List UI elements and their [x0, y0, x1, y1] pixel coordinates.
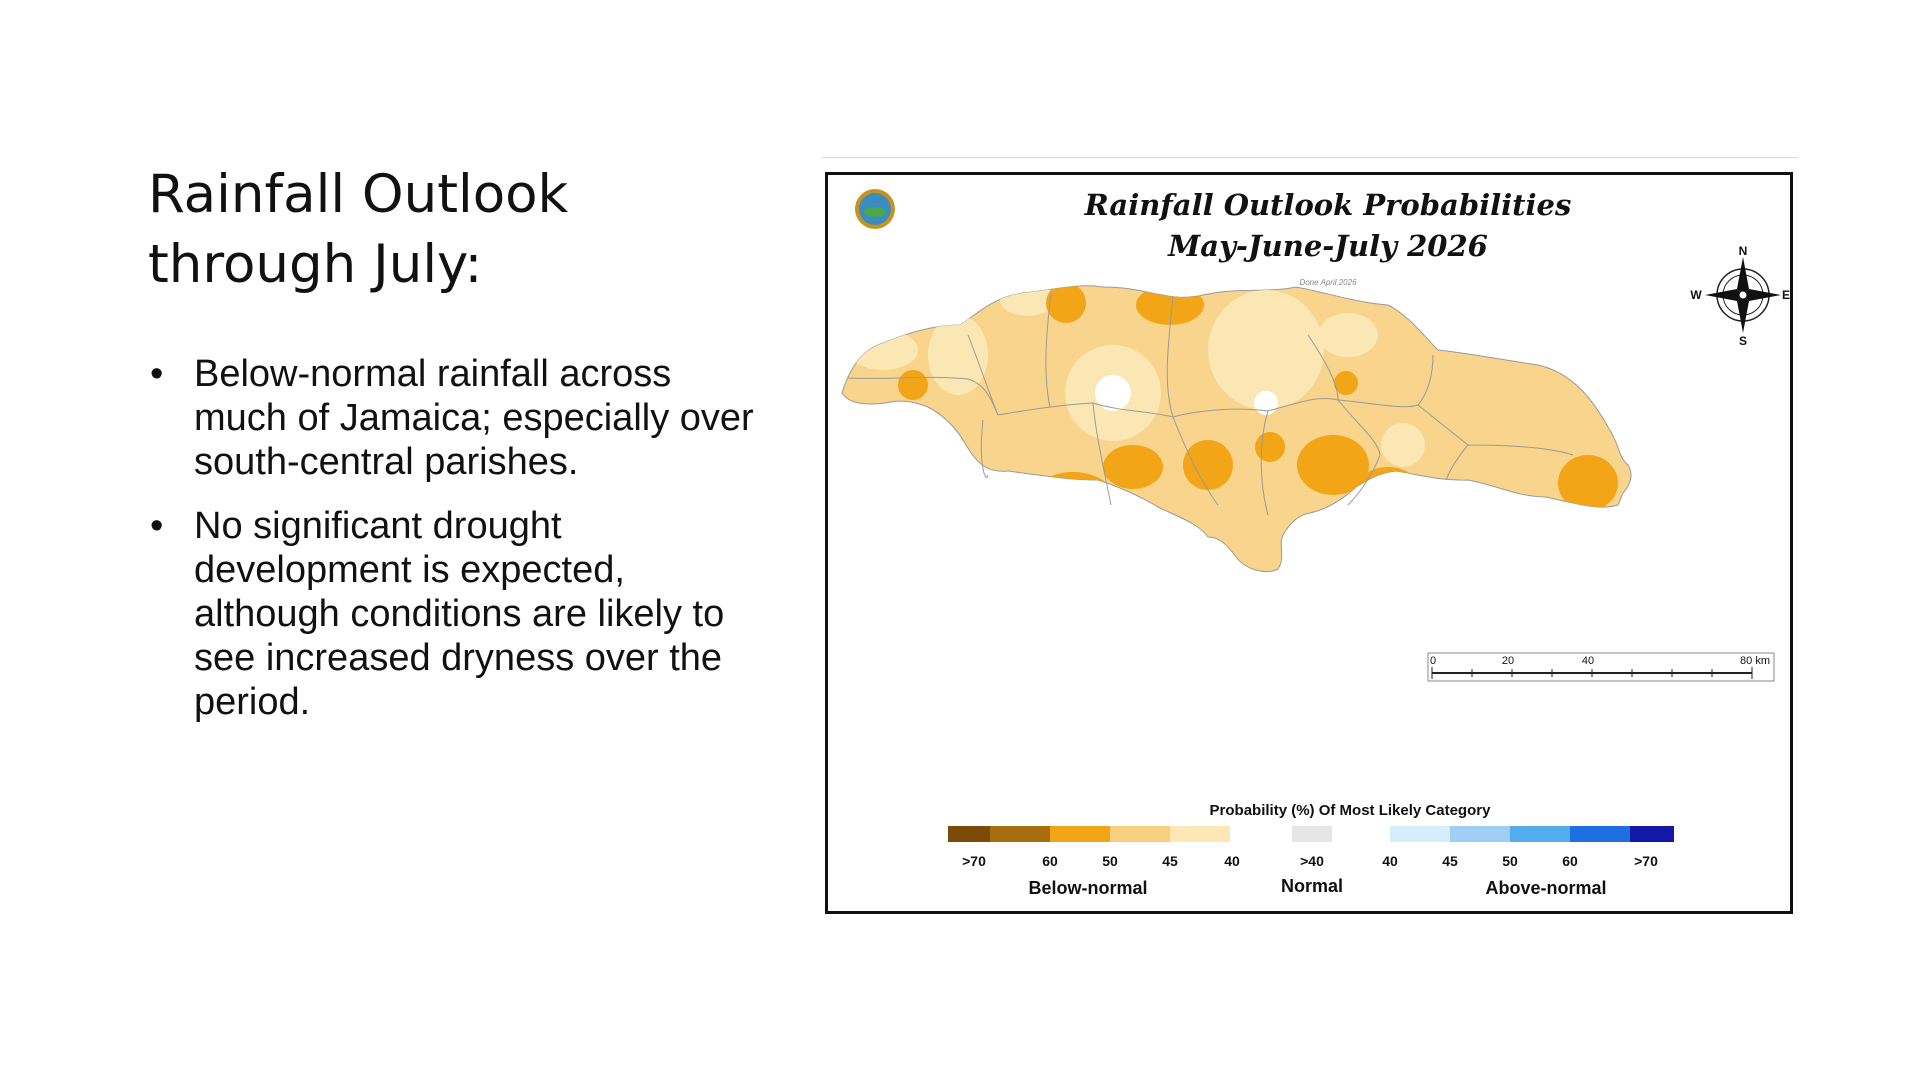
legend-tick-above-0: 40	[1382, 853, 1398, 869]
zone-normal-north-central	[1254, 391, 1278, 415]
legend-swatch-below-0	[948, 826, 990, 842]
slide-title-line-2: through July:	[148, 234, 483, 295]
zone-40-northwest	[848, 330, 918, 370]
legend-title: Probability (%) Of Most Likely Category	[1210, 802, 1492, 819]
bullet-text: Below-normal rainfall across much of Jam…	[194, 353, 754, 483]
compass-w-label: W	[1690, 288, 1702, 302]
legend-swatch-normal	[1292, 826, 1332, 842]
zone-50-south-central-1	[1103, 445, 1163, 489]
bullet-item: • No significant drought development is …	[148, 504, 758, 724]
map-title-line-2: May-June-July 2026	[1167, 229, 1488, 263]
zone-50-east-tip	[1558, 455, 1618, 511]
legend-swatch-below-1	[990, 826, 1050, 842]
scale-label-0: 0	[1430, 655, 1436, 667]
divider-line	[822, 157, 1798, 158]
zone-50-southeast-1	[1297, 435, 1369, 495]
slide-title-line-1: Rainfall Outlook	[148, 164, 569, 225]
legend-tick-above-4: >70	[1634, 853, 1658, 869]
legend-tick-above-1: 45	[1442, 853, 1458, 869]
slide-title: Rainfall Outlook through July:	[148, 160, 748, 300]
map-canvas: Rainfall Outlook Probabilities May-June-…	[841, 188, 1790, 898]
legend-ticks: >70 60 50 45 40 >40 40 45 50 60 >70	[962, 853, 1658, 869]
zone-50-west	[898, 370, 928, 400]
bullet-marker: •	[150, 353, 164, 395]
legend-swatch-above-1	[1450, 826, 1510, 842]
bullet-text: No significant drought development is ex…	[194, 505, 725, 723]
legend-tick-below-3: 45	[1162, 853, 1178, 869]
legend-swatch-above-0	[1390, 826, 1450, 842]
map-note: Done April 2026	[1299, 278, 1357, 287]
legend-above-label: Above-normal	[1485, 878, 1606, 898]
bullet-list: • Below-normal rainfall across much of J…	[148, 352, 758, 744]
zone-40-north-central	[1208, 290, 1324, 410]
legend-tick-below-1: 60	[1042, 853, 1058, 869]
zone-50-south-central-3	[1255, 432, 1285, 462]
zone-40-east	[1381, 423, 1425, 467]
legend-swatch-above-4	[1630, 826, 1674, 842]
legend-tick-normal: >40	[1300, 853, 1324, 869]
zone-50-north-2	[1136, 285, 1204, 325]
legend-swatch-above-2	[1510, 826, 1570, 842]
scale-label-20: 20	[1502, 655, 1514, 667]
zone-50-southeast-2	[1358, 467, 1418, 507]
zone-normal-central	[1095, 375, 1131, 411]
zone-50-north-1	[1046, 285, 1086, 323]
legend-tick-above-3: 60	[1562, 853, 1578, 869]
zone-40-west	[928, 315, 988, 395]
zone-50-south-central-2	[1183, 440, 1233, 490]
rainfall-outlook-map: Rainfall Outlook Probabilities May-June-…	[825, 172, 1793, 914]
legend-tick-below-0: >70	[962, 853, 986, 869]
scale-bar	[1427, 652, 1775, 682]
zone-50-northeast	[1334, 371, 1358, 395]
agency-logo	[855, 189, 895, 229]
legend-tick-below-2: 50	[1102, 853, 1118, 869]
bullet-item: • Below-normal rainfall across much of J…	[148, 352, 758, 484]
compass-s-label: S	[1739, 334, 1747, 348]
compass-e-label: E	[1782, 288, 1790, 302]
legend-swatch-below-4	[1170, 826, 1230, 842]
parish-boundaries	[847, 292, 1574, 516]
scale-label-80km: 80 km	[1740, 655, 1770, 667]
jamaica-island	[841, 285, 1632, 572]
legend-below-label: Below-normal	[1028, 878, 1147, 898]
legend-tick-below-4: 40	[1224, 853, 1240, 869]
compass-n-label: N	[1739, 244, 1748, 258]
legend-swatch-above-3	[1570, 826, 1630, 842]
legend: Probability (%) Of Most Likely Category …	[948, 802, 1674, 898]
scale-label-40: 40	[1582, 655, 1594, 667]
map-title-line-1: Rainfall Outlook Probabilities	[1084, 188, 1572, 222]
compass-rose-icon	[1705, 257, 1781, 333]
legend-normal-label: Normal	[1281, 876, 1343, 896]
legend-tick-above-2: 50	[1502, 853, 1518, 869]
legend-swatch-below-2	[1050, 826, 1110, 842]
legend-swatches	[948, 826, 1674, 842]
bullet-marker: •	[150, 505, 164, 547]
legend-swatch-below-3	[1110, 826, 1170, 842]
zone-40-northeast	[1318, 313, 1378, 357]
